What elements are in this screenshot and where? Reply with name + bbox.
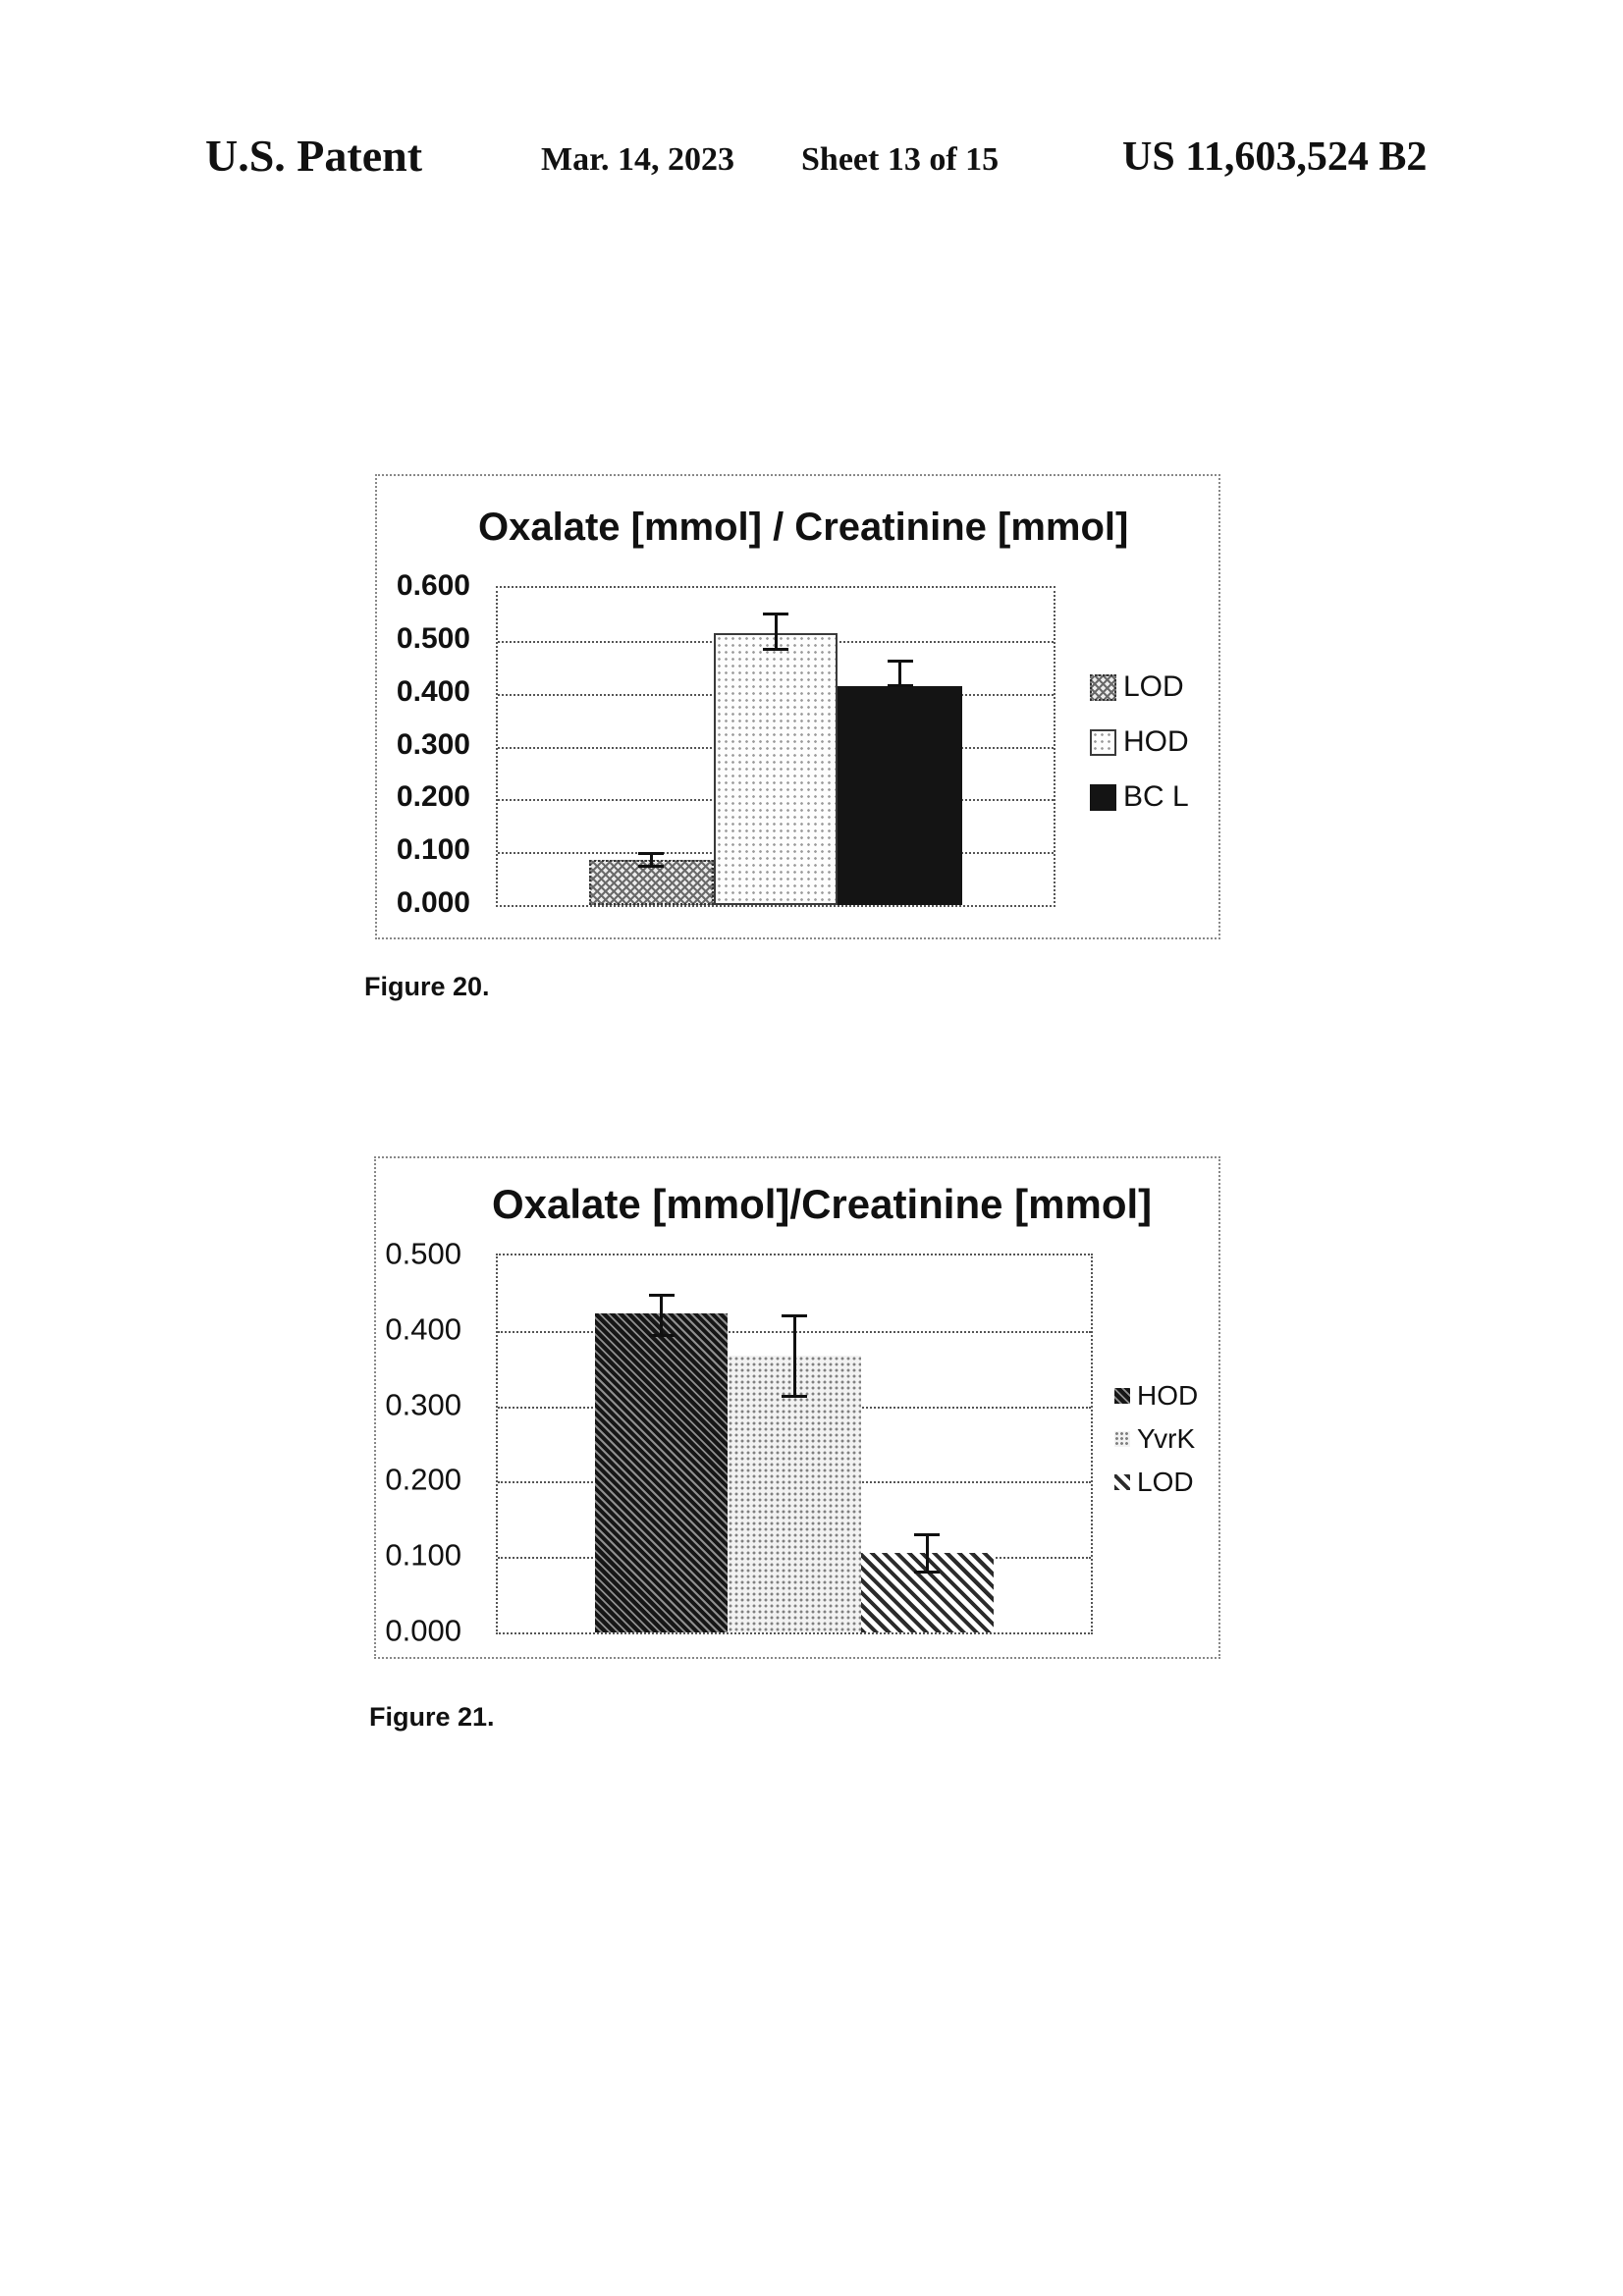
error-bar-cap [914, 1533, 941, 1537]
y-tick-label: 0.300 [385, 1387, 461, 1422]
error-bar-cap [782, 1395, 807, 1399]
y-tick-label: 0.200 [385, 1462, 461, 1497]
figure21-caption: Figure 21. [369, 1702, 495, 1732]
legend-item: HOD [1114, 1382, 1198, 1410]
y-axis-tick-labels: 0.600 0.500 0.400 0.300 0.200 0.100 0.000 [387, 571, 470, 918]
bar-yvrk [728, 1356, 861, 1632]
y-axis-tick-labels: 0.500 0.400 0.300 0.200 0.100 0.000 [382, 1239, 461, 1646]
error-bar-cap [638, 864, 665, 868]
legend-label: LOD [1123, 670, 1184, 703]
error-bar-cap [887, 683, 913, 687]
chart-legend: LOD HOD BC L [1090, 672, 1189, 837]
legend-label: HOD [1123, 725, 1189, 758]
error-bar [792, 1315, 796, 1398]
legend-item: BC L [1090, 782, 1189, 812]
y-tick-label: 0.300 [396, 727, 470, 761]
error-bar [925, 1534, 929, 1573]
dark-diagonal-swatch-icon [1114, 1388, 1130, 1404]
error-bar-cap [887, 660, 913, 664]
chart-title: Oxalate [mmol]/Creatinine [mmol] [492, 1181, 1153, 1227]
medium-diagonal-swatch-icon [1114, 1474, 1130, 1490]
y-tick-label: 0.500 [396, 621, 470, 655]
plot-area [496, 586, 1055, 907]
error-bar-cap [648, 1293, 675, 1297]
y-tick-label: 0.400 [385, 1311, 461, 1347]
y-tick-label: 0.100 [396, 833, 470, 867]
bar-bc-l [838, 685, 963, 905]
figure21-chart: Oxalate [mmol]/Creatinine [mmol] 0.500 0.… [374, 1156, 1220, 1659]
legend-label: YvrK [1137, 1423, 1196, 1454]
error-bar [649, 853, 653, 867]
legend-label: LOD [1137, 1467, 1194, 1497]
legend-item: LOD [1090, 672, 1189, 702]
bar-hod [595, 1313, 729, 1632]
error-bar-cap [763, 612, 788, 615]
light-dots-swatch-icon [1090, 728, 1116, 756]
y-tick-label: 0.100 [385, 1537, 461, 1573]
patent-date: Mar. 14, 2023 [541, 141, 735, 178]
error-bar-cap [648, 1334, 675, 1338]
bar-hod [713, 632, 839, 905]
bar-lod [588, 860, 714, 905]
legend-item: YvrK [1114, 1425, 1198, 1453]
patent-number: US 11,603,524 B2 [1122, 134, 1428, 180]
error-bar-cap [638, 852, 665, 856]
y-tick-label: 0.000 [396, 886, 470, 919]
sheet-number: Sheet 13 of 15 [801, 141, 1000, 178]
y-tick-label: 0.400 [396, 674, 470, 708]
figure20-chart: Oxalate [mmol] / Creatinine [mmol] 0.600… [375, 474, 1220, 939]
error-bar [898, 661, 902, 686]
y-tick-label: 0.200 [396, 780, 470, 814]
fine-dots-swatch-icon [1114, 1431, 1130, 1447]
crosshatch-swatch-icon [1090, 673, 1116, 701]
patent-header-title: U.S. Patent [205, 131, 423, 181]
error-bar-cap [782, 1314, 807, 1318]
chart-legend: HOD YvrK LOD [1114, 1382, 1198, 1512]
error-bar [660, 1294, 664, 1337]
legend-label: BC L [1123, 780, 1189, 813]
legend-item: HOD [1090, 727, 1189, 757]
plot-area [496, 1254, 1093, 1634]
error-bar-cap [763, 647, 788, 651]
y-tick-label: 0.000 [385, 1613, 461, 1648]
error-bar [774, 613, 778, 650]
error-bar-cap [914, 1570, 941, 1574]
solid-black-swatch-icon [1090, 783, 1116, 811]
y-tick-label: 0.600 [396, 569, 470, 602]
legend-item: LOD [1114, 1468, 1198, 1496]
figure20-caption: Figure 20. [364, 972, 490, 1001]
y-tick-label: 0.500 [385, 1236, 461, 1271]
chart-title: Oxalate [mmol] / Creatinine [mmol] [478, 506, 1129, 549]
legend-label: HOD [1137, 1380, 1199, 1411]
